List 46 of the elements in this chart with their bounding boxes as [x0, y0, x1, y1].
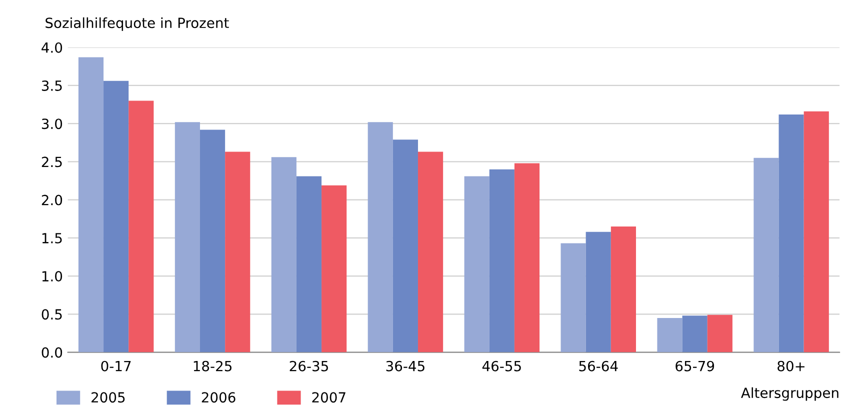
bar	[754, 158, 779, 352]
y-tick-label: 0.0	[42, 347, 62, 358]
bar	[610, 226, 636, 352]
bar	[174, 122, 200, 352]
bar	[296, 176, 322, 352]
bar	[682, 316, 708, 352]
bar	[560, 243, 586, 352]
bar	[271, 157, 296, 352]
x-tick-label: 26-35	[290, 360, 328, 372]
y-tick-label: 2.0	[42, 194, 62, 206]
y-tick-label: 1.0	[42, 271, 62, 282]
bar	[392, 140, 418, 352]
bar	[128, 100, 154, 352]
x-tick-label: 36-45	[386, 360, 424, 372]
x-tick-label: 18-25	[194, 360, 232, 372]
legend-label: 2006	[202, 392, 236, 403]
x-tick-label: 80+	[778, 360, 804, 372]
bar	[778, 114, 804, 352]
x-tick-label: 56-64	[579, 360, 618, 372]
x-tick-label: 0-17	[101, 360, 131, 372]
bar	[514, 163, 540, 352]
y-tick-label: 2.5	[42, 156, 62, 168]
bar	[804, 111, 829, 352]
bar	[225, 152, 250, 352]
y-tick-label: 3.5	[42, 80, 62, 91]
y-tick-label: 4.0	[42, 42, 62, 53]
legend-label: 2005	[92, 392, 125, 403]
bar	[464, 176, 490, 352]
bar	[586, 232, 611, 352]
bar	[104, 80, 129, 352]
bar	[657, 318, 682, 352]
bar	[322, 185, 347, 352]
x-axis-title: Altersgruppen	[741, 387, 838, 401]
bar	[489, 169, 514, 352]
bar	[707, 314, 732, 352]
y-tick-label: 3.0	[42, 118, 62, 130]
y-tick-label: 1.5	[42, 233, 62, 244]
bar	[200, 130, 226, 352]
y-axis-title: Sozialhilfequote in Prozent	[46, 17, 229, 31]
x-tick-label: 46-55	[482, 360, 521, 372]
bar	[418, 152, 444, 352]
y-tick-label: 0.5	[42, 309, 62, 320]
legend-label: 2007	[312, 392, 346, 403]
x-tick-label: 65-79	[676, 360, 714, 372]
bar	[78, 57, 104, 352]
bar	[368, 122, 393, 352]
